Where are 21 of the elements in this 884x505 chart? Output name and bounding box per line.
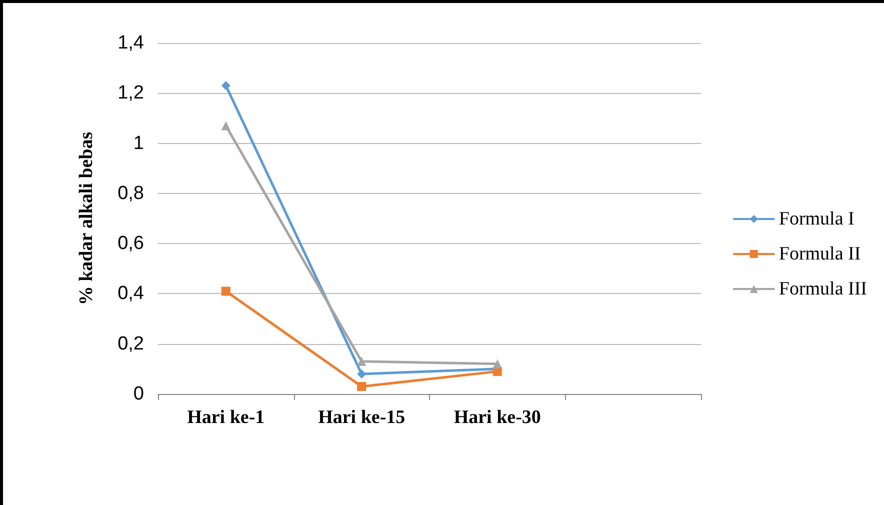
- x-tick-label: Hari ke-30: [454, 407, 541, 428]
- point: [221, 286, 230, 296]
- point: [221, 81, 230, 90]
- y-tick-label: 0,8: [118, 182, 144, 204]
- legend-label: Formula I: [778, 208, 854, 230]
- point: [357, 382, 366, 391]
- x-tick-label: Hari ke-1: [187, 407, 265, 428]
- y-tick-label: 0,6: [118, 233, 144, 254]
- legend-label: Formula III: [778, 278, 868, 300]
- y-tick-label: 0,2: [118, 333, 144, 354]
- x-tick-label: Hari ke-15: [318, 407, 406, 428]
- point: [492, 359, 502, 368]
- y-tick-label: 1,2: [118, 82, 144, 104]
- point: [357, 356, 366, 366]
- legend-label: Formula II: [778, 244, 861, 264]
- y-axis-title: % kadar alkali bebas: [76, 132, 97, 306]
- y-tick-label: 0: [133, 384, 144, 404]
- point: [221, 121, 230, 130]
- y-tick-label: 0,4: [118, 283, 144, 304]
- y-tick-label: 1,4: [118, 32, 144, 54]
- y-tick-label: 1: [133, 132, 144, 154]
